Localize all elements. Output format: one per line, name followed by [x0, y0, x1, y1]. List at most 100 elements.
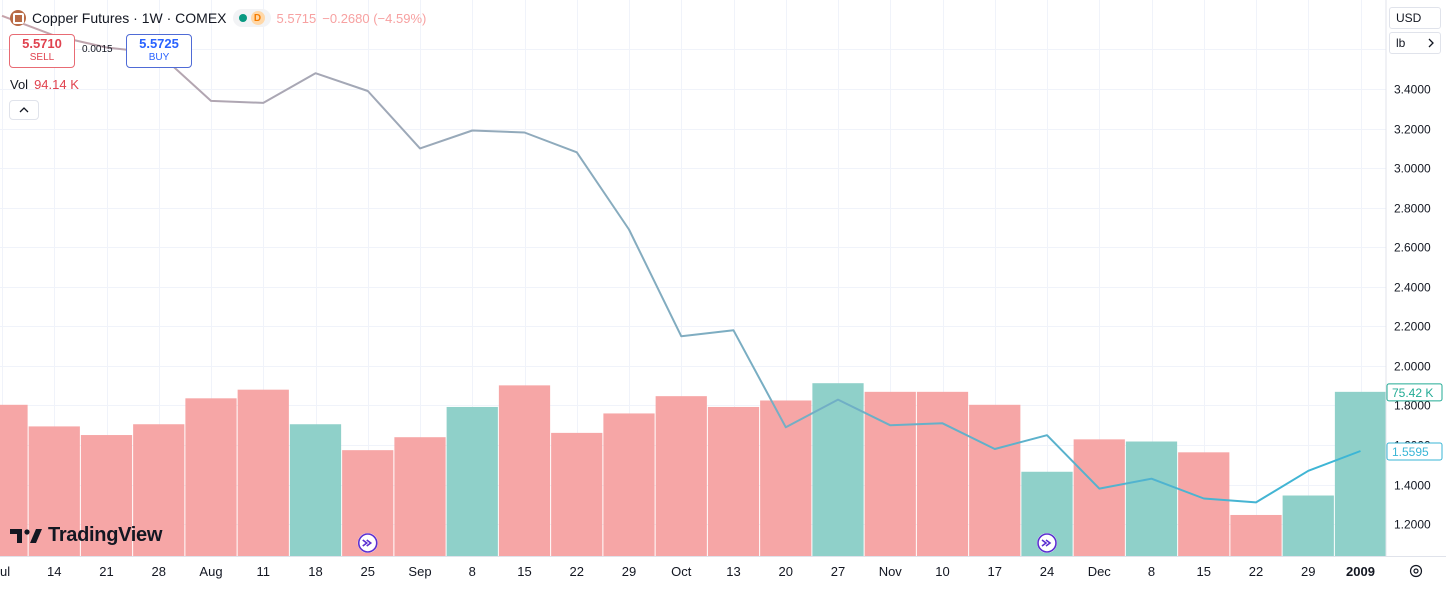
currency-value: USD — [1396, 11, 1422, 25]
volume-bar — [916, 391, 969, 556]
volume-bar — [707, 406, 760, 556]
volume-bar — [969, 404, 1021, 556]
price-last-badge — [1386, 442, 1443, 461]
volume-value: 94.14 K — [34, 77, 79, 92]
unit-value: lb — [1396, 36, 1406, 50]
x-tick-label: ul — [0, 564, 10, 579]
chart-legend: Copper Futures · 1W · COMEX D 5.5715 −0.… — [10, 8, 426, 28]
x-tick-label: 2009 — [1346, 564, 1375, 579]
x-tick-label: 15 — [517, 564, 531, 579]
event-marker-icon — [1037, 533, 1057, 553]
volume-bar — [1282, 495, 1334, 556]
price-change: −0.2680 (−4.59%) — [322, 10, 427, 26]
buy-button[interactable]: 5.5725 BUY — [126, 34, 192, 68]
x-tick-label: 11 — [257, 564, 271, 579]
y-tick-label: 2.8000 — [1394, 202, 1431, 216]
volume-bar — [812, 383, 864, 556]
x-tick-label: 29 — [622, 564, 636, 579]
y-tick-label: 2.6000 — [1394, 241, 1431, 255]
buy-price: 5.5725 — [139, 36, 179, 51]
delayed-data-badge: D — [250, 11, 265, 25]
x-tick-label: 13 — [726, 564, 740, 579]
x-tick-label: 17 — [988, 564, 1002, 579]
volume-bar — [498, 385, 551, 556]
y-tick-label: 2.2000 — [1394, 320, 1431, 334]
x-tick-label: 21 — [99, 564, 113, 579]
volume-legend[interactable]: Vol 94.14 K — [10, 77, 79, 92]
last-value-badges: 75.42 K 1.5595 — [1386, 383, 1443, 461]
y-tick-label: 3.0000 — [1394, 162, 1431, 176]
price-line-group — [1, 14, 1361, 504]
copper-symbol-icon — [10, 10, 26, 26]
x-tick-label: 18 — [308, 564, 322, 579]
chevron-up-icon — [19, 107, 29, 113]
sell-price: 5.5710 — [22, 36, 62, 51]
volume-last-badge — [1386, 383, 1443, 402]
volume-bar — [133, 424, 185, 556]
event-marker-arrows — [1041, 539, 1052, 547]
sell-label: SELL — [29, 52, 55, 63]
unit-select[interactable]: lb — [1389, 32, 1441, 54]
price-line — [1, 14, 1361, 504]
x-tick-label: 24 — [1040, 564, 1054, 579]
volume-bar — [1230, 514, 1282, 556]
x-tick-label: 8 — [1148, 564, 1155, 579]
logo-text: TradingView — [48, 524, 163, 546]
volume-bar — [1073, 439, 1125, 556]
volume-bar — [394, 437, 446, 556]
market-status[interactable]: D — [232, 9, 271, 27]
x-tick-label: 28 — [152, 564, 166, 579]
y-tick-label: 3.2000 — [1394, 123, 1431, 137]
volume-bar — [80, 435, 133, 556]
volume-last-label: 75.42 K — [1392, 386, 1433, 400]
volume-bars — [0, 383, 1387, 556]
volume-bar — [1178, 452, 1230, 556]
y-tick-label: 1.2000 — [1394, 518, 1431, 532]
volume-bar — [1125, 441, 1178, 556]
volume-bar — [603, 413, 655, 556]
event-marker-arrows — [362, 539, 373, 547]
buy-label: BUY — [148, 52, 170, 63]
symbol-title[interactable]: Copper Futures · 1W · COMEX — [32, 10, 227, 26]
volume-bar — [760, 400, 812, 556]
volume-bar — [237, 389, 289, 556]
x-tick-label: Dec — [1088, 564, 1112, 579]
x-tick-label: 22 — [1249, 564, 1263, 579]
collapse-legend-button[interactable] — [9, 100, 39, 120]
settings-icon[interactable] — [1409, 564, 1423, 578]
volume-bar — [446, 406, 498, 556]
x-tick-label: 14 — [47, 564, 61, 579]
volume-bar — [185, 398, 237, 556]
event-marker-icon — [357, 533, 378, 553]
x-tick-label: Aug — [199, 564, 222, 579]
tradingview-logo[interactable]: TradingView — [10, 524, 162, 547]
tradingview-logo-icon — [10, 528, 42, 543]
volume-bar — [655, 396, 707, 556]
x-tick-label: 25 — [361, 564, 375, 579]
market-open-dot-icon — [238, 14, 247, 22]
chevron-right-icon — [1428, 38, 1434, 48]
y-tick-label: 3.4000 — [1394, 83, 1431, 97]
last-price: 5.5715 — [276, 10, 317, 26]
sell-button[interactable]: 5.5710 SELL — [9, 34, 75, 68]
time-axis[interactable]: ul 14 21 28 Aug 11 18 25 Sep 8 15 22 29 Oct 13 20 27 Nov 1… — [0, 564, 1375, 579]
x-tick-label: Nov — [879, 564, 903, 579]
x-tick-label: Sep — [408, 564, 431, 579]
currency-select[interactable]: USD — [1389, 7, 1441, 29]
volume-label: Vol — [10, 77, 29, 92]
spread-value: 0.0015 — [82, 44, 113, 55]
y-tick-label: 2.4000 — [1394, 281, 1431, 295]
x-tick-label: 22 — [570, 564, 584, 579]
x-tick-label: 10 — [935, 564, 949, 579]
x-tick-label: 20 — [779, 564, 793, 579]
price-last-label: 1.5595 — [1392, 445, 1429, 459]
x-tick-label: 29 — [1301, 564, 1315, 579]
x-tick-label: 8 — [469, 564, 476, 579]
volume-bar — [864, 391, 916, 556]
volume-bar — [1334, 391, 1387, 556]
y-tick-label: 1.8000 — [1394, 399, 1431, 413]
event-markers — [357, 533, 1057, 553]
x-tick-label: Oct — [671, 564, 692, 579]
